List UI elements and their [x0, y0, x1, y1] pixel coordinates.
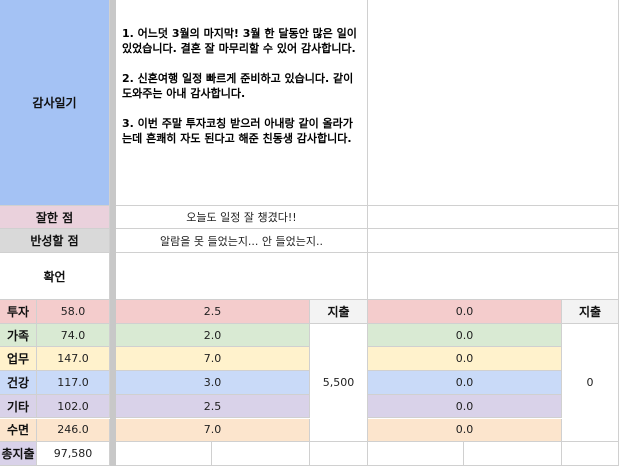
- category-label: 가족: [0, 323, 37, 348]
- category-label: 수면: [0, 418, 37, 443]
- category-total: 147.0: [37, 347, 110, 372]
- frozen-column-divider[interactable]: [110, 0, 116, 466]
- category-day1-value[interactable]: 3.0: [116, 371, 310, 395]
- category-total: 246.0: [37, 418, 110, 443]
- total-expense-value: 97,580: [37, 442, 110, 466]
- good-label: 잘한 점: [0, 206, 110, 229]
- diary-text-cell[interactable]: 1. 어느덧 3월의 마지막! 3월 한 달동안 많은 일이 있었습니다. 결혼…: [116, 0, 368, 206]
- expense-header-2: 지출: [562, 300, 619, 324]
- category-total: 102.0: [37, 394, 110, 419]
- reflect-cell-2[interactable]: [368, 229, 619, 253]
- category-day2-value[interactable]: 0.0: [368, 347, 562, 372]
- category-day2-value[interactable]: 0.0: [368, 300, 562, 324]
- empty-cell[interactable]: [310, 442, 368, 466]
- empty-cell[interactable]: [562, 442, 619, 466]
- category-total: 58.0: [37, 300, 110, 324]
- reflect-label: 반성할 점: [0, 229, 110, 253]
- diary-cell-2[interactable]: [368, 0, 619, 206]
- category-label: 업무: [0, 347, 37, 372]
- empty-cell[interactable]: [116, 442, 212, 466]
- category-day2-value[interactable]: 0.0: [368, 418, 562, 443]
- category-label: 기타: [0, 394, 37, 419]
- good-text-cell[interactable]: 오늘도 일정 잘 챙겼다!!: [116, 206, 368, 229]
- category-label: 투자: [0, 300, 37, 324]
- category-label: 건강: [0, 371, 37, 395]
- category-total: 117.0: [37, 371, 110, 395]
- category-day2-value[interactable]: 0.0: [368, 371, 562, 395]
- good-cell-2[interactable]: [368, 206, 619, 229]
- affirm-cell-2[interactable]: [368, 253, 619, 300]
- category-day2-value[interactable]: 0.0: [368, 394, 562, 419]
- category-day1-value[interactable]: 2.5: [116, 300, 310, 324]
- diary-label: 감사일기: [0, 0, 110, 206]
- expense-header-1: 지출: [310, 300, 368, 324]
- reflect-text-cell[interactable]: 알람을 못 들었는지... 안 들었는지..: [116, 229, 368, 253]
- category-day2-value[interactable]: 0.0: [368, 323, 562, 348]
- affirm-label: 확언: [0, 253, 110, 300]
- category-day1-value[interactable]: 7.0: [116, 418, 310, 443]
- category-day1-value[interactable]: 7.0: [116, 347, 310, 372]
- category-day1-value[interactable]: 2.0: [116, 323, 310, 348]
- empty-cell[interactable]: [212, 442, 310, 466]
- expense-value-1[interactable]: 5,500: [310, 324, 368, 442]
- total-expense-label: 총지출: [0, 442, 37, 466]
- expense-value-2[interactable]: 0: [562, 324, 619, 442]
- affirm-cell[interactable]: [116, 253, 368, 300]
- empty-cell[interactable]: [368, 442, 464, 466]
- empty-cell[interactable]: [464, 442, 562, 466]
- category-total: 74.0: [37, 323, 110, 348]
- category-day1-value[interactable]: 2.5: [116, 394, 310, 419]
